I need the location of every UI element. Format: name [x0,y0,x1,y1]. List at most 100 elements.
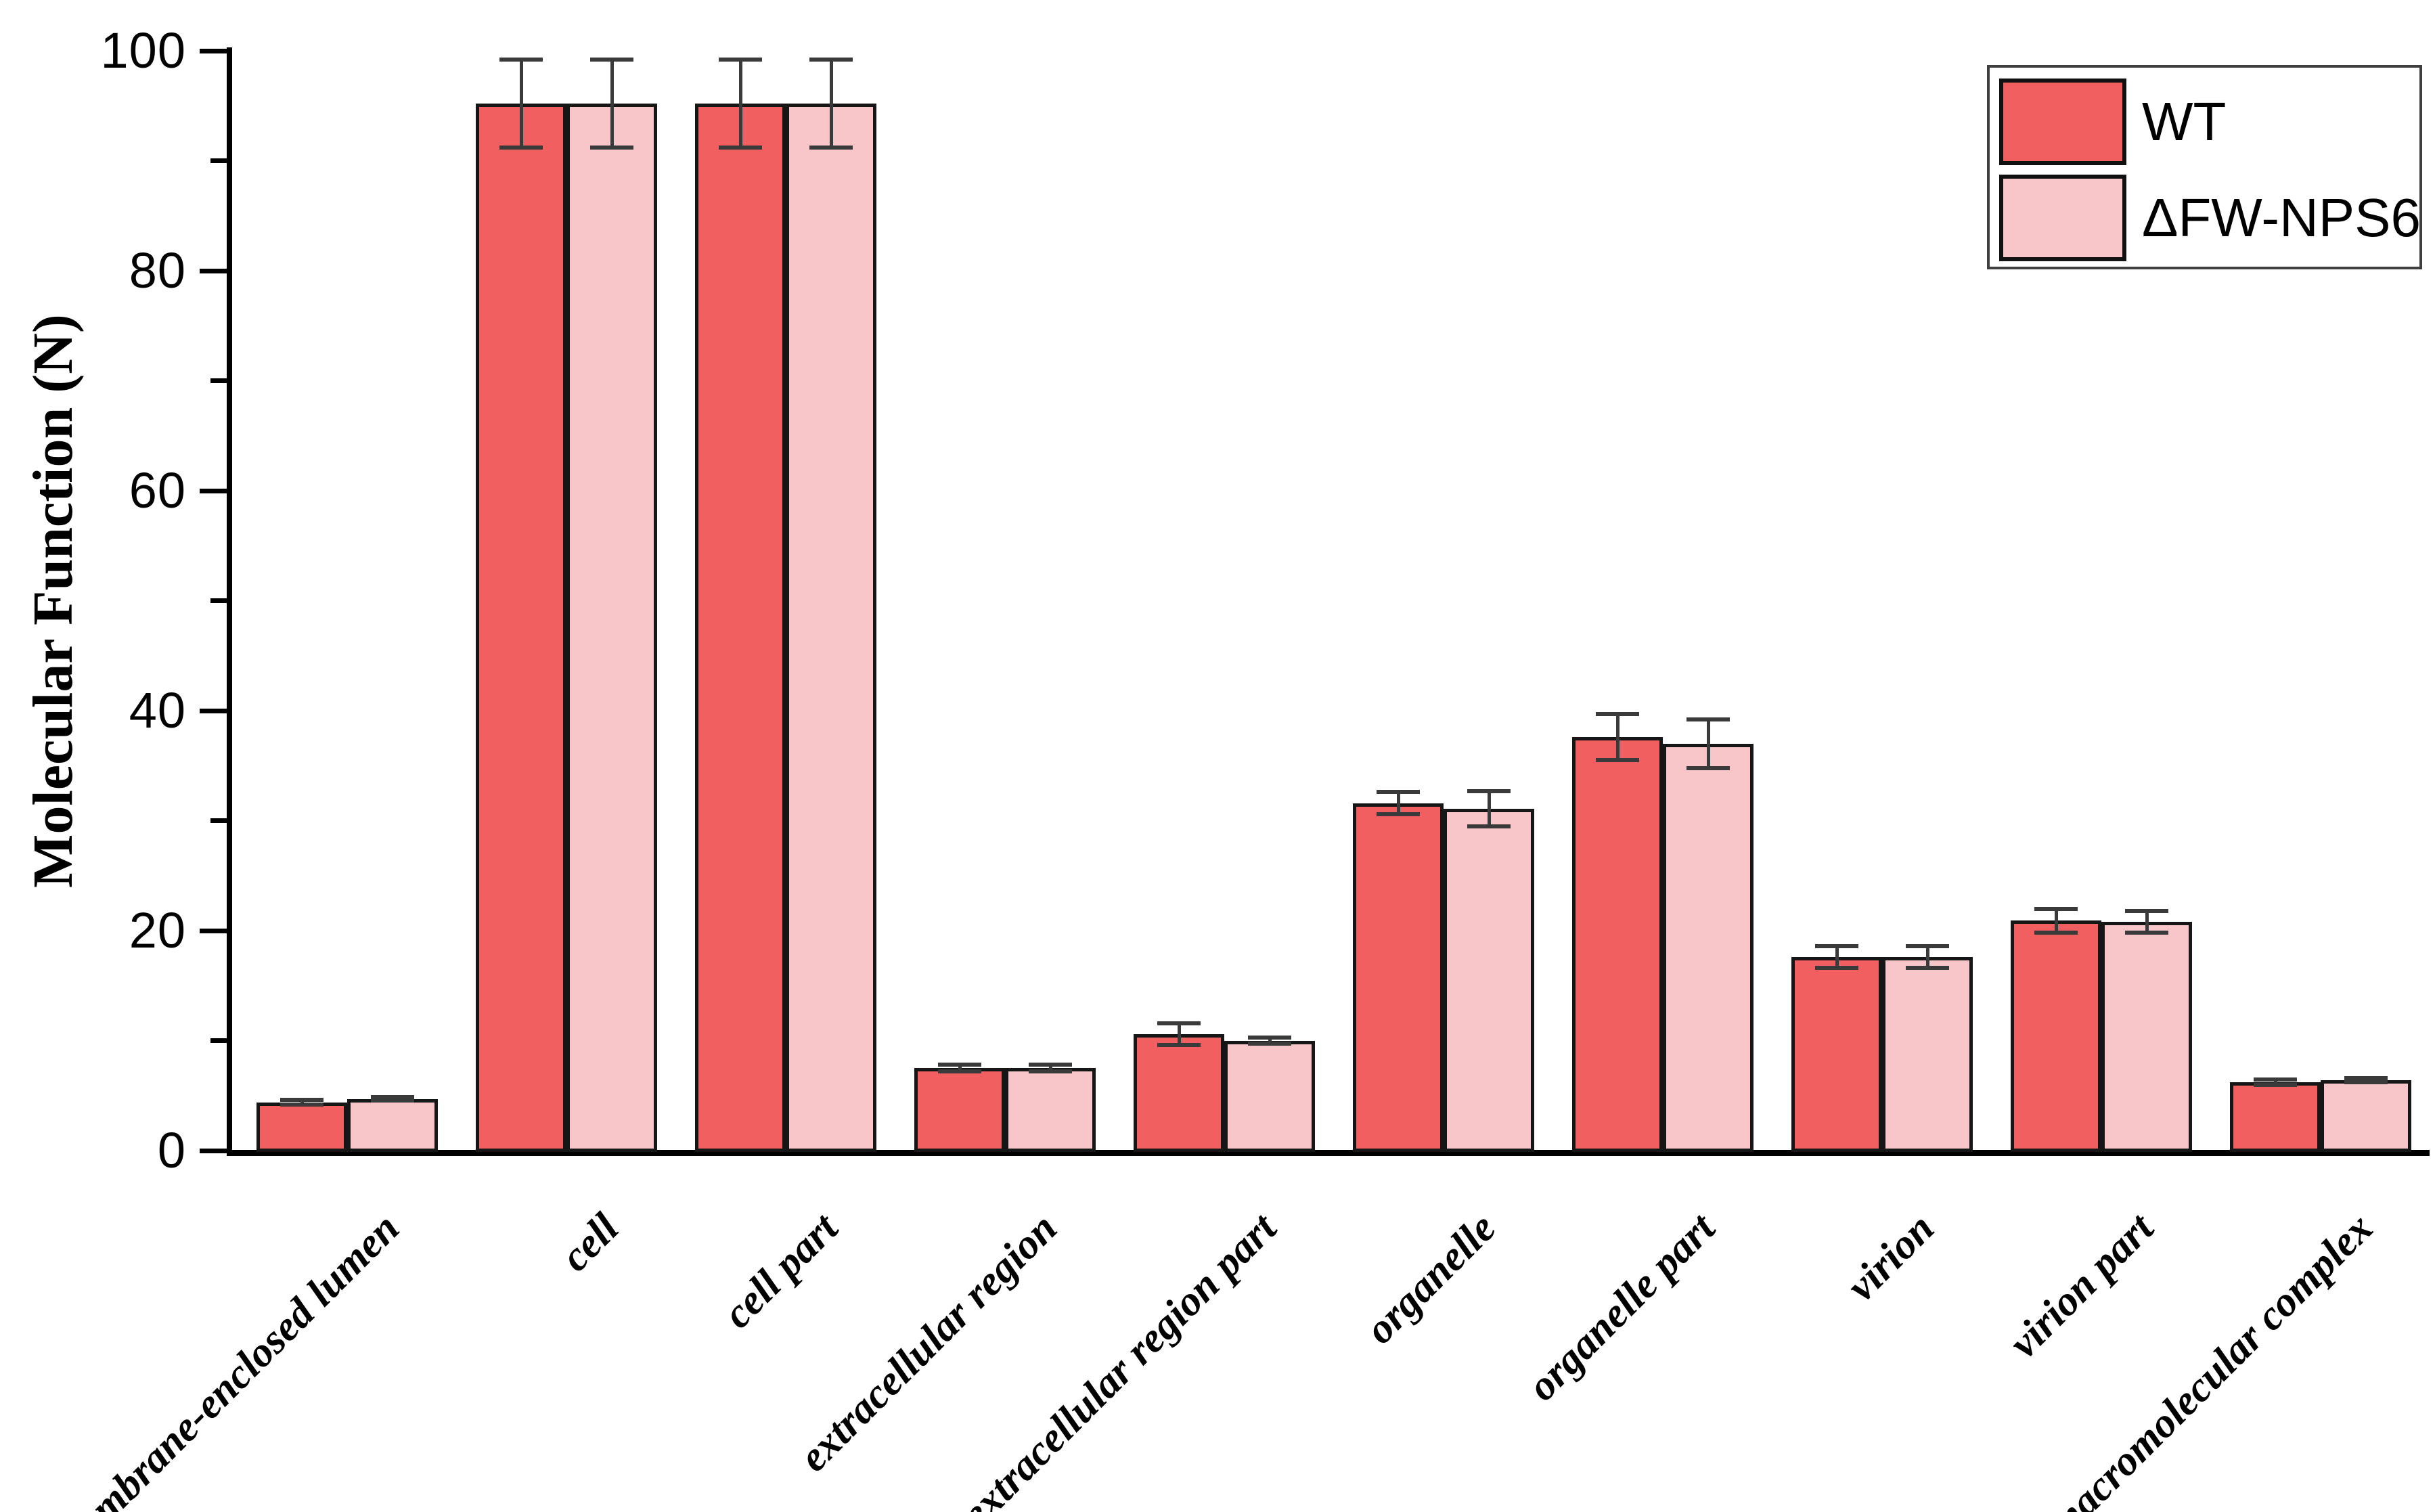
bar-WT-cell-part [695,104,786,1152]
bar-WT-virion-part [2011,920,2101,1152]
error-bar-line [1048,1065,1052,1071]
error-bar-line [1396,792,1400,814]
error-bar-cap-bottom [371,1098,414,1103]
error-bar-cap-top [499,58,543,62]
error-bar-cap-bottom [1467,824,1511,828]
y-minor-tick-10 [210,1038,227,1043]
error-bar-line [2273,1080,2277,1086]
y-major-tick-0 [200,1148,227,1153]
bar-ΔFW-NPS6-extracellular-region [1005,1068,1096,1152]
y-major-tick-20 [200,928,227,933]
bar-ΔFW-NPS6-virion [1882,957,1973,1152]
error-bar-line [2054,908,2058,933]
error-bar-cap-bottom [809,146,853,150]
y-minor-tick-70 [210,378,227,383]
error-bar-cap-bottom [2125,931,2168,935]
error-bar-line [1925,946,1929,969]
error-bar-cap-bottom [2254,1083,2297,1088]
bar-WT-extracellular-region-part [1134,1033,1224,1152]
error-bar-cap-top [280,1098,323,1103]
x-axis-line [227,1150,2430,1156]
error-bar-cap-top [371,1095,414,1100]
legend-label-wt: WT [2142,91,2227,152]
error-bar-cap-bottom [1248,1041,1291,1046]
error-bar-cap-bottom [2034,931,2078,935]
error-bar-cap-bottom [1029,1069,1072,1073]
error-bar-line [1706,719,1710,768]
y-tick-label-0: 0 [157,1122,186,1178]
bar-ΔFW-NPS6-virion-part [2101,922,2192,1152]
error-bar-cap-top [1377,790,1420,795]
error-bar-cap-top [1815,943,1858,948]
y-tick-label-20: 20 [129,902,186,958]
error-bar-cap-bottom [1157,1043,1201,1047]
bar-ΔFW-NPS6-macromolecular-complex [2321,1080,2411,1152]
legend-swatch-wt [1999,79,2126,165]
error-bar-cap-bottom [280,1102,323,1107]
y-minor-tick-30 [210,818,227,823]
error-bar-cap-top [1248,1036,1291,1040]
y-axis-title: Molecular Function (N) [22,314,85,888]
error-bar-cap-bottom [719,146,762,150]
legend: WT ΔFW-NPS6 [1987,65,2422,269]
y-tick-label-100: 100 [100,22,186,79]
y-tick-label-80: 80 [129,242,186,298]
error-bar-cap-bottom [1906,966,1949,971]
error-bar-cap-top [2125,908,2168,913]
error-bar-cap-bottom [499,146,543,150]
error-bar-cap-bottom [2344,1080,2388,1085]
y-major-tick-100 [200,48,227,53]
error-bar-cap-top [1686,717,1730,721]
error-bar-cap-top [2254,1077,2297,1082]
error-bar-cap-top [938,1063,981,1067]
error-bar-cap-top [1906,943,1949,948]
error-bar-line [519,60,523,148]
error-bar-cap-top [1596,711,1639,716]
error-bar-line [300,1100,304,1105]
error-bar-cap-top [2034,906,2078,911]
error-bar-cap-bottom [1377,811,1420,816]
error-bar-cap-top [590,58,633,62]
bar-WT-membrane-enclosed-lumen [256,1102,347,1152]
error-bar-line [1177,1023,1181,1045]
bar-ΔFW-NPS6-extracellular-region-part [1224,1040,1315,1152]
bar-ΔFW-NPS6-cell-part [786,104,876,1152]
bar-WT-organelle [1353,803,1444,1152]
error-bar-cap-top [719,58,762,62]
error-bar-cap-bottom [938,1069,981,1073]
error-bar-line [1268,1038,1272,1044]
error-bar-line [1487,791,1491,826]
error-bar-cap-top [2344,1075,2388,1080]
error-bar-cap-top [1029,1063,1072,1067]
error-bar-line [958,1065,962,1071]
error-bar-line [1835,946,1839,969]
y-major-tick-80 [200,268,227,273]
y-minor-tick-90 [210,158,227,163]
error-bar-cap-bottom [1596,758,1639,763]
bar-ΔFW-NPS6-membrane-enclosed-lumen [347,1098,438,1152]
error-bar-cap-bottom [1686,765,1730,770]
bar-WT-macromolecular-complex [2230,1082,2321,1152]
y-tick-label-40: 40 [129,682,186,738]
legend-label-dfw-nps6: ΔFW-NPS6 [2142,187,2421,248]
bar-ΔFW-NPS6-cell [566,104,657,1152]
error-bar-line [610,60,614,148]
error-bar-line [1615,713,1619,761]
legend-swatch-dfw-nps6 [1999,175,2126,261]
error-bar-cap-bottom [590,146,633,150]
error-bar-line [829,60,833,148]
error-bar-cap-top [1467,788,1511,793]
bar-ΔFW-NPS6-organelle-part [1663,743,1753,1152]
bar-WT-virion [1791,957,1882,1152]
error-bar-line [2145,910,2149,933]
bar-WT-extracellular-region [914,1068,1005,1152]
y-minor-tick-50 [210,598,227,603]
bar-WT-organelle-part [1572,737,1663,1152]
error-bar-cap-bottom [1815,966,1858,971]
y-tick-label-60: 60 [129,462,186,518]
error-bar-line [2364,1077,2368,1083]
y-major-tick-40 [200,708,227,713]
bar-WT-cell [476,104,566,1152]
error-bar-line [738,60,742,148]
